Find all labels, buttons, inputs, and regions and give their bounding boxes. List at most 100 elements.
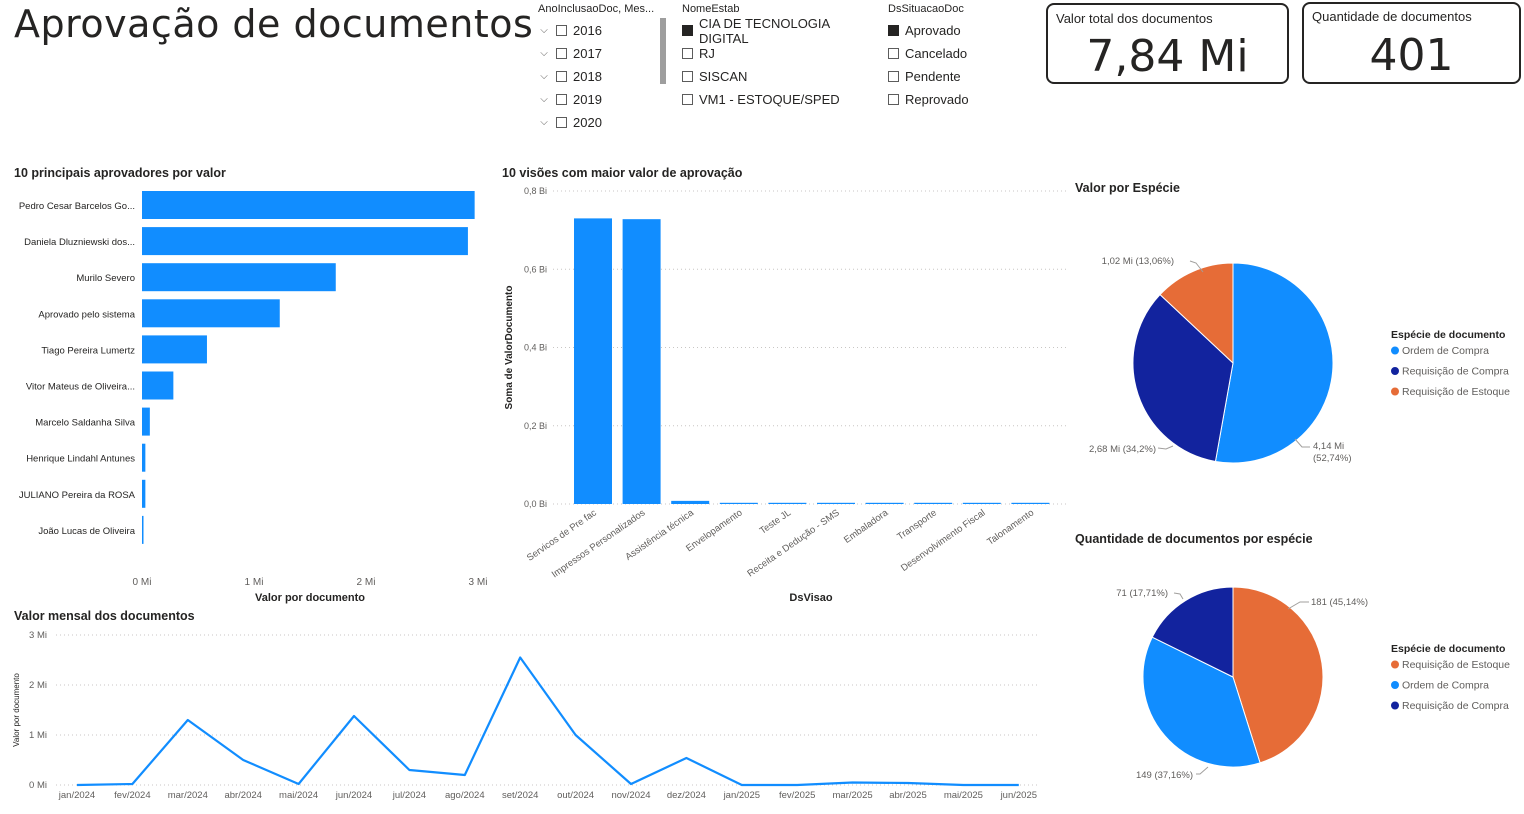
x-tick-label: Impressos Personalizados [550,507,648,580]
valor-total-label: Valor total dos documentos [1056,11,1213,26]
x-tick-label: mar/2024 [168,790,208,801]
bar [142,191,475,219]
situacao-slicer-item[interactable]: Aprovado [888,19,1028,42]
x-tick-label: fev/2024 [114,790,150,801]
bar [671,500,710,504]
legend-label: Ordem de Compra [1402,680,1489,692]
legend-label: Ordem de Compra [1402,345,1489,357]
legend-marker [1391,701,1399,710]
leader-line [1287,601,1309,610]
checkbox[interactable] [888,48,899,59]
visoes-chart-title: 10 visões com maior valor de aprovação [502,166,743,180]
year-label: 2016 [573,23,602,38]
bar [142,479,146,508]
chevron-down-icon[interactable]: ⌵ [540,25,548,36]
x-tick-label: dez/2024 [667,790,706,801]
y-tick-label: Pedro Cesar Barcelos Go... [19,201,135,212]
checkbox-checked[interactable] [888,25,899,36]
estab-slicer-item[interactable]: RJ [682,42,882,65]
x-tick-label: mai/2024 [279,790,318,801]
year-label: 2020 [573,115,602,130]
situacao-slicer-item[interactable]: Cancelado [888,42,1028,65]
leader-line [1157,445,1174,450]
y-axis-label: Soma de ValorDocumento [504,286,515,410]
year-slicer-item[interactable]: ⌵ 2020 [538,111,658,134]
bar [142,227,468,256]
x-tick-label: jan/2025 [723,790,760,801]
checkbox[interactable] [682,48,693,59]
estab-label: RJ [699,46,715,61]
chevron-down-icon[interactable]: ⌵ [540,117,548,128]
year-slicer-item[interactable]: ⌵ 2018 [538,65,658,88]
checkbox[interactable] [556,94,567,105]
chevron-down-icon[interactable]: ⌵ [540,94,548,105]
checkbox[interactable] [556,71,567,82]
checkbox[interactable] [682,94,693,105]
chevron-down-icon[interactable]: ⌵ [540,71,548,82]
checkbox[interactable] [682,71,693,82]
checkbox-checked[interactable] [682,25,693,36]
estab-slicer-item[interactable]: SISCAN [682,65,882,88]
x-tick-label: Receita e Dedução - SMS [745,507,841,579]
checkbox[interactable] [556,48,567,59]
pie-slice [1159,262,1234,365]
x-tick-label: fev/2025 [779,790,815,801]
estab-slicer-item[interactable]: CIA DE TECNOLOGIA DIGITAL [682,16,882,46]
y-tick-label: 0,6 Bi [524,264,547,274]
legend-label: Requisição de Compra [1402,700,1509,712]
checkbox[interactable] [888,94,899,105]
year-slicer-item[interactable]: ⌵ 2019 [538,88,658,111]
bar [865,502,904,504]
legend-marker [1391,387,1399,396]
x-tick-label: jan/2024 [58,790,95,801]
y-tick-label: Henrique Lindahl Antunes [26,454,135,465]
year-label: 2018 [573,69,602,84]
data-label: 71 (17,71%) [1116,588,1168,599]
bar [962,502,1001,504]
situacao-slicer-item[interactable]: Reprovado [888,88,1028,111]
leader-line [1173,592,1184,600]
legend-marker [1391,346,1399,355]
x-tick-label: jun/2024 [335,790,372,801]
series-line [76,656,1019,787]
estab-label: VM1 - ESTOQUE/SPED [699,92,840,107]
bar [719,502,758,504]
situacao-slicer-title: DsSituacaoDoc [888,3,964,15]
estab-slicer-item[interactable]: VM1 - ESTOQUE/SPED [682,88,882,111]
year-slicer: AnoInclusaoDoc, Mes... ⌵ 2016 ⌵ 2017 ⌵ 2018 ⌵ 2… [538,3,658,145]
year-label: 2017 [573,46,602,61]
legend-label: Requisição de Estoque [1402,659,1510,671]
estab-label: SISCAN [699,69,748,84]
x-tick-label: ago/2024 [445,790,485,801]
leader-line [1189,260,1204,273]
pie-slice [1142,636,1261,768]
slicer-scrollbar[interactable] [660,18,666,84]
y-tick-label: JULIANO Pereira da ROSA [19,490,136,501]
estab-slicer: NomeEstab CIA DE TECNOLOGIA DIGITAL RJ SIS… [682,3,882,111]
y-tick-label: 2 Mi [29,680,47,691]
x-tick-label: Embaladora [842,507,891,546]
legend-title: Espécie de documento [1391,643,1505,655]
page-title: Aprovação de documentos [14,2,534,46]
x-tick-label: mai/2025 [944,790,983,801]
leader-line [1196,766,1209,775]
checkbox[interactable] [556,25,567,36]
checkbox[interactable] [556,117,567,128]
year-slicer-item[interactable]: ⌵ 2016 [538,19,658,42]
y-tick-label: Murilo Severo [76,273,135,284]
pie-slice [1151,586,1234,678]
checkbox[interactable] [888,71,899,82]
y-tick-label: 1 Mi [29,730,47,741]
situacao-slicer-item[interactable]: Pendente [888,65,1028,88]
legend-title: Espécie de documento [1391,329,1505,341]
estab-label: CIA DE TECNOLOGIA DIGITAL [698,15,830,46]
data-label: 4,14 Mi (52,74%) [1313,441,1352,464]
chevron-down-icon[interactable]: ⌵ [540,48,548,59]
y-tick-label: Vitor Mateus de Oliveira... [26,382,135,393]
situacao-label: Aprovado [905,23,961,38]
legend-label: Requisição de Compra [1402,366,1509,378]
valor-total-value: 7,84 Mi [1086,31,1249,82]
year-slicer-item[interactable]: ⌵ 2017 [538,42,658,65]
aprovadores-chart-title: 10 principais aprovadores por valor [14,166,226,180]
y-tick-label: Aprovado pelo sistema [38,309,135,320]
